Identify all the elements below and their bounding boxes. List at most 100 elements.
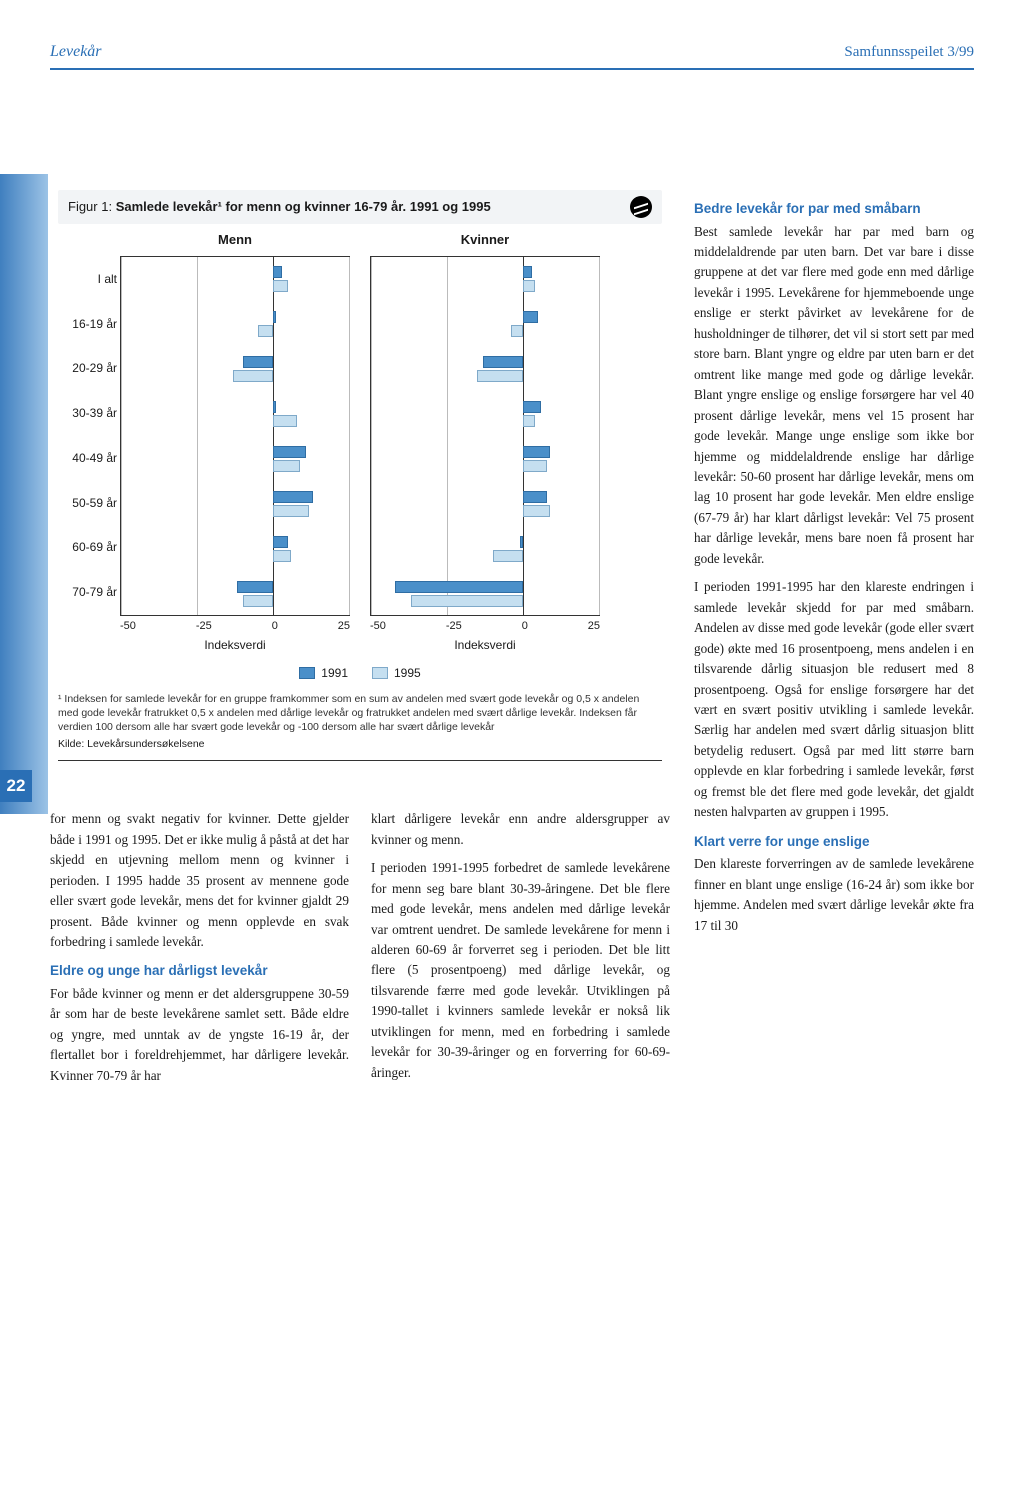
body-columns: for menn og svakt negativ for kvinner. D… [50, 809, 670, 1094]
chart-legend: 1991 1995 [58, 664, 662, 682]
gridline [197, 257, 198, 615]
legend-label: 1995 [394, 664, 421, 682]
bar [523, 401, 541, 413]
bar [273, 266, 282, 278]
bar [395, 581, 523, 593]
figure-footnote: ¹ Indeksen for samlede levekår for en gr… [58, 692, 662, 735]
bar [273, 550, 291, 562]
figure-title-bold: Samlede levekår¹ for menn og kvinner 16-… [116, 199, 491, 214]
chart-plot-area: I alt16-19 år20-29 år30-39 år40-49 år50-… [120, 256, 350, 616]
bar [273, 280, 288, 292]
gridline [349, 257, 350, 615]
y-axis-label: 16-19 år [63, 315, 117, 333]
y-axis-label: I alt [63, 270, 117, 288]
paragraph: Den klareste forverringen av de samlede … [694, 854, 974, 936]
bar [273, 491, 313, 503]
bar [273, 505, 309, 517]
bar [273, 446, 306, 458]
bar [523, 280, 535, 292]
y-axis-labels: I alt 16-19 år 20-29 år 30-39 år 40-49 år 50-… [63, 257, 117, 615]
y-axis-label: 20-29 år [63, 359, 117, 377]
x-axis-label: Indeksverdi [370, 636, 600, 654]
paragraph: I perioden 1991-1995 har den klareste en… [694, 577, 974, 822]
chart-panels-row: Menn I alt 16-19 år 20-29 år 30-39 år 40-49 å… [58, 230, 662, 654]
chart-panel: Kvinner -50 -25 0 25Indeksverdi [370, 230, 600, 654]
x-tick-label: -50 [120, 618, 136, 635]
right-text-column: Bedre levekår for par med småbarn Best s… [694, 190, 974, 1094]
bar [243, 595, 273, 607]
subheading: Eldre og unge har dårligst levekår [50, 962, 349, 980]
bar [411, 595, 523, 607]
subheading: Klart verre for unge enslige [694, 833, 974, 851]
legend-item: 1991 [299, 664, 348, 682]
bar [523, 491, 547, 503]
x-axis-ticks: -50 -25 0 25 [120, 618, 350, 635]
bar [511, 325, 523, 337]
header-left: Levekår [50, 40, 102, 64]
x-tick-label: -25 [196, 618, 212, 635]
body-col-1: for menn og svakt negativ for kvinner. D… [50, 809, 349, 1094]
chart-panel: Menn I alt16-19 år20-29 år30-39 år40-49 å… [120, 230, 350, 654]
gridline [371, 257, 372, 615]
paragraph: I perioden 1991-1995 forbedret de samled… [371, 858, 670, 1083]
bar [493, 550, 523, 562]
x-axis-ticks: -50 -25 0 25 [370, 618, 600, 635]
paragraph: For både kvinner og menn er det aldersgr… [50, 984, 349, 1086]
header-right: Samfunnsspeilet 3/99 [844, 41, 974, 64]
chart-panel-title: Kvinner [370, 230, 600, 250]
figure-1: Figur 1: Samlede levekår¹ for menn og kv… [50, 190, 670, 791]
legend-label: 1991 [321, 664, 348, 682]
bar [243, 356, 273, 368]
gridline [447, 257, 448, 615]
subheading: Bedre levekår for par med småbarn [694, 200, 974, 218]
bar [273, 415, 297, 427]
page-header: Levekår Samfunnsspeilet 3/99 [50, 40, 974, 70]
gridline [599, 257, 600, 615]
x-axis-label: Indeksverdi [120, 636, 350, 654]
y-axis-label: 30-39 år [63, 404, 117, 422]
y-axis-label: 50-59 år [63, 494, 117, 512]
bar [233, 370, 273, 382]
bar [523, 446, 550, 458]
bar [273, 460, 300, 472]
bar [523, 266, 532, 278]
bar [273, 536, 288, 548]
y-axis-label: 60-69 år [63, 538, 117, 556]
left-gradient-strip [0, 174, 48, 814]
x-tick-label: 25 [588, 618, 600, 635]
legend-swatch [299, 667, 315, 679]
figure-title-prefix: Figur 1: [68, 199, 116, 214]
bar [520, 536, 523, 548]
legend-item: 1995 [372, 664, 421, 682]
bar [258, 325, 273, 337]
x-tick-label: -25 [446, 618, 462, 635]
figure-divider [58, 760, 662, 761]
page-number-badge: 22 [0, 770, 32, 802]
bar [523, 311, 538, 323]
bar [523, 460, 547, 472]
x-tick-label: 0 [522, 618, 528, 635]
chart-type-icon [630, 196, 652, 218]
paragraph: Best samlede levekår har par med barn og… [694, 222, 974, 570]
y-axis-label: 40-49 år [63, 449, 117, 467]
x-tick-label: 0 [272, 618, 278, 635]
chart-plot-area [370, 256, 600, 616]
bar [523, 415, 535, 427]
paragraph: for menn og svakt negativ for kvinner. D… [50, 809, 349, 952]
gridline [121, 257, 122, 615]
chart-panel-title: Menn [120, 230, 350, 250]
x-tick-label: -50 [370, 618, 386, 635]
bar [273, 311, 276, 323]
y-axis-label: 70-79 år [63, 583, 117, 601]
legend-swatch [372, 667, 388, 679]
figure-title: Figur 1: Samlede levekår¹ for menn og kv… [68, 197, 622, 217]
bar [483, 356, 523, 368]
bar [477, 370, 523, 382]
paragraph: klart dårligere levekår enn andre alders… [371, 809, 670, 850]
figure-source: Kilde: Levekårsundersøkelsene [58, 737, 662, 753]
bar [523, 505, 550, 517]
bar [237, 581, 273, 593]
x-tick-label: 25 [338, 618, 350, 635]
bar [273, 401, 276, 413]
body-col-2: klart dårligere levekår enn andre alders… [371, 809, 670, 1094]
